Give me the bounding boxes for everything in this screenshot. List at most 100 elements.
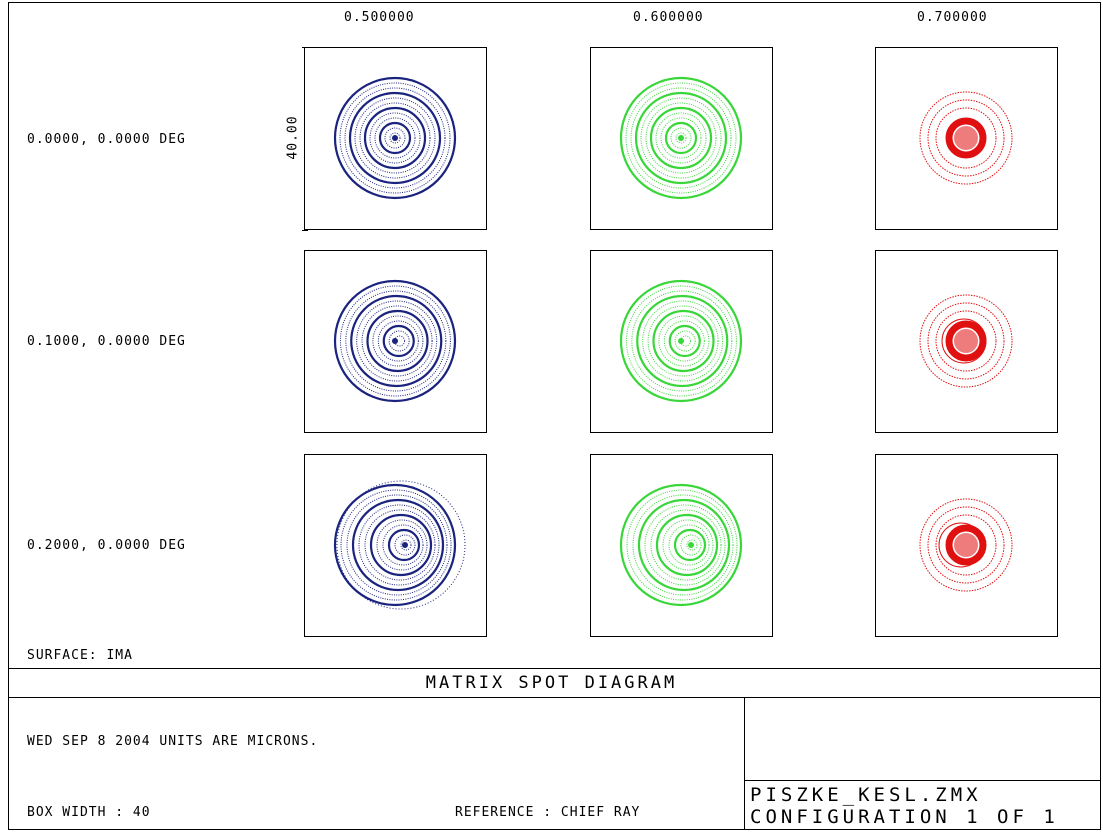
- spot-ring: [625, 82, 737, 194]
- date-units-text: WED SEP 8 2004 UNITS ARE MICRONS.: [27, 734, 319, 749]
- spot-ring: [363, 106, 427, 170]
- spot-center: [392, 135, 398, 141]
- spot-ring: [359, 102, 431, 174]
- title-divider-bottom: [8, 697, 1101, 698]
- spot-center: [678, 338, 684, 344]
- spot-box: [304, 250, 487, 433]
- spot-ring: [394, 534, 416, 556]
- spot-ring: [345, 290, 447, 392]
- info-divider-right: [744, 780, 1101, 781]
- spot-ring: [686, 539, 698, 551]
- spot-plot: [619, 279, 743, 403]
- spot-box: [875, 47, 1058, 230]
- spot-ring: [389, 132, 401, 144]
- spot-ring: [382, 324, 415, 358]
- spot-ring: [366, 309, 429, 373]
- wavelength-label-1: 0.500000: [344, 10, 415, 25]
- spot-ring: [636, 294, 729, 388]
- spot-ring: [664, 121, 698, 155]
- spot-center: [678, 135, 684, 141]
- spot-plot: [333, 76, 457, 200]
- spot-ring: [647, 305, 719, 377]
- spot-ring: [655, 513, 719, 577]
- spot-plot: [333, 480, 466, 610]
- spot-ring: [668, 524, 710, 566]
- spot-ring: [927, 506, 1005, 584]
- spot-ring: [680, 335, 692, 347]
- spot-core-ring: [945, 320, 987, 362]
- spot-core: [954, 126, 978, 150]
- spot-ring: [640, 97, 722, 179]
- spot-plot: [619, 76, 743, 200]
- spot-ring: [333, 279, 457, 403]
- spot-ring: [634, 91, 728, 185]
- spot-ring: [919, 91, 1013, 185]
- spot-ring: [649, 106, 713, 170]
- spot-box: [590, 47, 773, 230]
- spot-ring: [348, 91, 442, 185]
- spot-ring: [919, 498, 1013, 592]
- spot-box: [875, 250, 1058, 433]
- surface-label: SURFACE: IMA: [27, 648, 133, 663]
- title-divider-top: [8, 668, 1101, 669]
- file-name: PISZKE_KESL.ZMX: [750, 784, 982, 806]
- spot-ring: [369, 112, 421, 164]
- field-label-2: 0.1000, 0.0000 DEG: [27, 334, 186, 349]
- spot-ring: [339, 82, 451, 194]
- spot-ring: [333, 76, 457, 200]
- spot-center: [392, 338, 398, 344]
- spot-box: [875, 454, 1058, 637]
- spot-ring: [350, 294, 443, 388]
- scale-bar-tick-bottom: [302, 230, 308, 231]
- spot-center: [688, 542, 694, 548]
- spot-ring: [927, 99, 1005, 177]
- spot-ring: [384, 127, 406, 149]
- spot-ring: [675, 132, 687, 144]
- spot-ring: [658, 315, 710, 367]
- field-label-1: 0.0000, 0.0000 DEG: [27, 132, 186, 147]
- spot-ring: [927, 302, 1005, 380]
- diagram-title: MATRIX SPOT DIAGRAM: [425, 673, 678, 693]
- spot-ring: [680, 534, 702, 556]
- info-divider-vertical: [744, 697, 745, 830]
- spot-ring: [394, 335, 406, 347]
- configuration-text: CONFIGURATION 1 OF 1: [750, 806, 1059, 828]
- spot-ring-offset: [941, 318, 987, 364]
- spot-ring: [642, 300, 724, 382]
- spot-plot: [619, 483, 743, 607]
- spot-ring: [387, 528, 421, 562]
- spot-ring: [382, 524, 424, 566]
- wavelength-label-2: 0.600000: [633, 10, 704, 25]
- spot-ring: [374, 117, 416, 159]
- spot-plot: [333, 279, 457, 403]
- spot-ring: [670, 127, 692, 149]
- spot-ring: [625, 285, 737, 397]
- spot-ring: [346, 494, 448, 596]
- spot-ring: [650, 509, 722, 581]
- spot-ring: [674, 330, 696, 352]
- spot-ring: [663, 320, 705, 362]
- box-width-text: BOX WIDTH : 40: [27, 805, 151, 820]
- spot-ring: [354, 97, 436, 179]
- spot-ring: [935, 107, 997, 169]
- spot-ring: [376, 519, 428, 571]
- spot-ring: [637, 498, 731, 592]
- spot-ring: [400, 539, 412, 551]
- spot-ring: [935, 310, 997, 372]
- spot-ring: [351, 498, 445, 592]
- spot-core-ring: [945, 117, 987, 159]
- spot-ring: [364, 509, 436, 581]
- spot-center: [402, 542, 408, 548]
- spot-ring: [369, 513, 433, 577]
- spot-ring: [619, 483, 743, 607]
- spot-ring: [619, 279, 743, 403]
- spot-ring: [644, 504, 726, 586]
- spot-ring: [630, 87, 732, 189]
- spot-box: [304, 454, 487, 637]
- spot-ring: [673, 528, 707, 562]
- spot-core: [954, 329, 978, 353]
- spot-ring: [652, 309, 715, 373]
- spot-ring: [372, 315, 424, 367]
- spot-plot: [919, 91, 1013, 185]
- spot-core: [954, 533, 978, 557]
